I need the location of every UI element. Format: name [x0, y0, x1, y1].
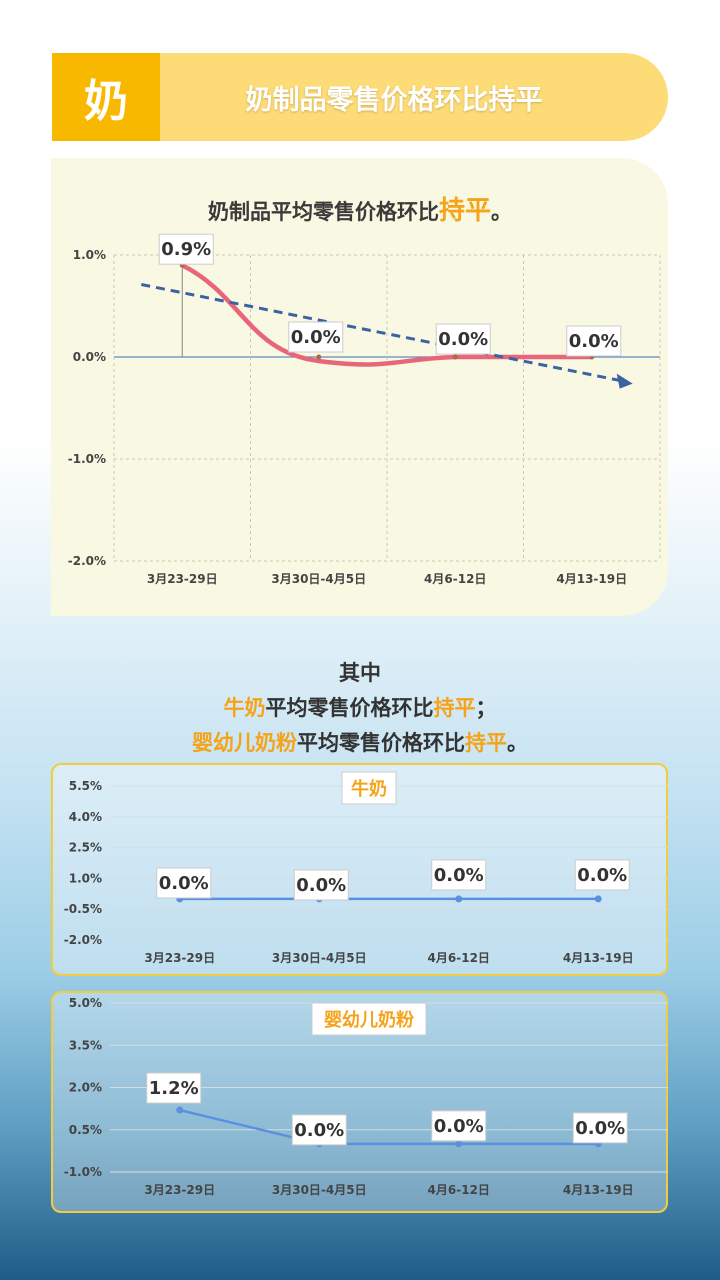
- x-tick-label: 3月23-29日: [144, 1183, 215, 1197]
- data-label: 0.0%: [294, 1120, 344, 1141]
- data-label-box: [431, 859, 487, 891]
- main-chart-title-prefix: 奶制品平均零售价格环比: [207, 200, 439, 224]
- data-label-box: [291, 1114, 347, 1146]
- data-point: [455, 895, 463, 903]
- series-line: [180, 262, 594, 367]
- y-tick-label: -2.0%: [64, 933, 102, 947]
- x-tick-label: 4月6-12日: [424, 572, 486, 586]
- data-label-box: [293, 869, 349, 901]
- y-tick-label: -2.0%: [68, 554, 106, 568]
- chart-title-box: [341, 771, 397, 805]
- y-tick-label: 0.5%: [69, 1123, 102, 1137]
- data-point: [452, 354, 458, 360]
- header-banner: 奶 奶制品零售价格环比持平: [52, 53, 668, 141]
- y-tick-label: -1.0%: [68, 452, 106, 466]
- data-label-box: [288, 321, 344, 353]
- data-label: 0.0%: [569, 331, 619, 352]
- data-label: 0.0%: [434, 1116, 484, 1137]
- data-label-box: [156, 867, 212, 899]
- trendline: [141, 283, 621, 383]
- x-tick-label: 4月13-19日: [563, 1183, 634, 1197]
- data-label-box: [566, 325, 622, 357]
- data-label: 0.0%: [434, 865, 484, 886]
- data-label-box: [146, 1072, 202, 1104]
- summary-milk-status: 持平: [433, 696, 476, 720]
- x-tick-label: 4月13-19日: [556, 572, 627, 586]
- data-label-box: [158, 233, 214, 265]
- x-tick-label: 3月23-29日: [144, 951, 215, 965]
- chart-title-box: [311, 1002, 427, 1036]
- data-label-box: [572, 1112, 628, 1144]
- main-chart-title-highlight: 持平: [438, 196, 491, 226]
- x-tick-label: 4月13-19日: [563, 951, 634, 965]
- y-tick-label: 1.0%: [73, 248, 106, 262]
- data-point: [455, 1140, 463, 1148]
- series-line: [179, 1108, 599, 1146]
- data-label: 0.0%: [291, 327, 341, 348]
- x-tick-label: 3月30日-4月5日: [272, 1183, 367, 1197]
- data-label: 0.0%: [296, 875, 346, 896]
- data-label: 0.0%: [159, 873, 209, 894]
- trendline-arrow-icon: [616, 373, 633, 389]
- summary-milk-text: 平均零售价格环比: [265, 696, 434, 720]
- y-tick-label: 2.0%: [69, 1081, 102, 1095]
- summary-formula-text: 平均零售价格环比: [297, 731, 465, 755]
- header-title: 奶制品零售价格环比持平: [245, 84, 543, 116]
- y-tick-label: 4.0%: [69, 810, 102, 824]
- main-chart-panel: [51, 158, 668, 616]
- chart-title: 婴幼儿奶粉: [324, 1009, 414, 1031]
- summary-line-1: 其中: [0, 657, 720, 687]
- main-chart-title: 奶制品平均零售价格环比持平。: [0, 190, 720, 227]
- data-label: 0.0%: [438, 329, 488, 350]
- summary-line-2: 牛奶平均零售价格环比持平；: [0, 692, 720, 722]
- x-tick-label: 3月30日-4月5日: [271, 572, 366, 586]
- x-tick-label: 4月6-12日: [428, 951, 490, 965]
- data-label: 0.0%: [577, 865, 627, 886]
- data-label: 0.0%: [575, 1118, 625, 1139]
- main-line-chart: 1.0% 0.0% -1.0% -2.0% 3月23-29日 3月30日-4月5日 4月6-…: [68, 233, 661, 586]
- y-tick-label: -1.0%: [64, 1165, 102, 1179]
- y-tick-label: 5.0%: [69, 996, 102, 1010]
- x-tick-label: 4月6-12日: [428, 1183, 490, 1197]
- data-label-box: [435, 323, 491, 355]
- data-label-box: [574, 859, 630, 891]
- data-point: [316, 354, 322, 360]
- summary-formula-status: 持平: [465, 731, 507, 755]
- data-label-box: [431, 1110, 487, 1142]
- y-tick-label: 0.0%: [73, 350, 106, 364]
- summary-formula-punct: 。: [507, 731, 528, 755]
- header-badge: 奶: [52, 53, 160, 141]
- summary-formula-name: 婴幼儿奶粉: [192, 731, 297, 755]
- chart-title: 牛奶: [351, 778, 387, 800]
- y-tick-label: 3.5%: [69, 1038, 102, 1052]
- x-tick-label: 3月30日-4月5日: [272, 951, 367, 965]
- y-tick-label: 1.0%: [69, 871, 102, 885]
- data-point: [176, 1106, 184, 1114]
- main-chart-title-suffix: 。: [491, 200, 512, 224]
- data-label: 1.2%: [149, 1078, 199, 1099]
- summary-milk-name: 牛奶: [223, 696, 266, 720]
- y-tick-label: 2.5%: [69, 841, 102, 855]
- y-tick-label: 5.5%: [69, 779, 102, 793]
- x-tick-label: 3月23-29日: [147, 572, 218, 586]
- y-tick-label: -0.5%: [64, 902, 102, 916]
- summary-line-3: 婴幼儿奶粉平均零售价格环比持平。: [0, 727, 720, 757]
- data-label: 0.9%: [161, 239, 211, 260]
- data-point: [594, 895, 602, 903]
- summary-milk-punct: ；: [475, 696, 497, 720]
- summary-intro: 其中: [339, 661, 381, 685]
